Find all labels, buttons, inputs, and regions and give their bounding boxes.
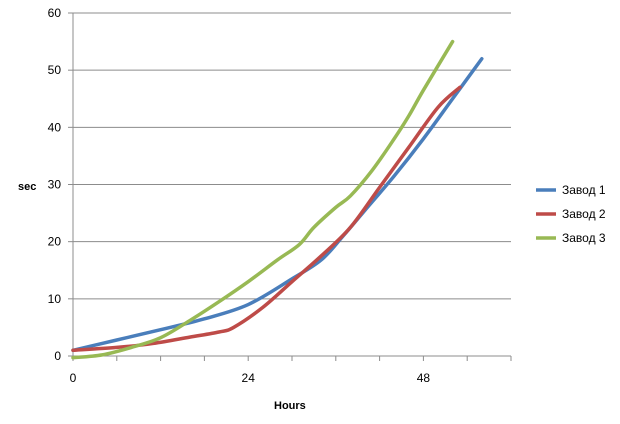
- series-line-1: [71, 56, 484, 353]
- series-line-3: [71, 39, 455, 360]
- y-tick-label: 30: [48, 178, 62, 192]
- legend-label: Завод 1: [562, 183, 606, 197]
- y-tick-label: 40: [48, 120, 62, 134]
- y-tick-label: 0: [54, 349, 61, 363]
- x-tick-labels: 0 24 48: [70, 371, 431, 385]
- y-tick-label: 10: [48, 292, 62, 306]
- y-tick-label: 50: [48, 63, 62, 77]
- x-axis-title: Hours: [274, 400, 306, 412]
- legend: Завод 1 Завод 2 Завод 3: [536, 183, 606, 245]
- legend-label: Завод 3: [562, 231, 606, 245]
- y-axis-title: sec: [18, 181, 36, 193]
- legend-label: Завод 2: [562, 207, 606, 221]
- axes: [72, 13, 512, 361]
- series-lines: [71, 39, 484, 360]
- series-line-2: [71, 85, 462, 353]
- x-tick-label: 0: [70, 371, 77, 385]
- gridlines: [68, 12, 511, 357]
- y-tick-label: 20: [48, 235, 62, 249]
- y-tick-label: 60: [48, 6, 62, 20]
- y-tick-labels: 0 10 20 30 40 50 60: [48, 6, 62, 363]
- x-tick-label: 24: [242, 371, 256, 385]
- x-tick-label: 48: [417, 371, 431, 385]
